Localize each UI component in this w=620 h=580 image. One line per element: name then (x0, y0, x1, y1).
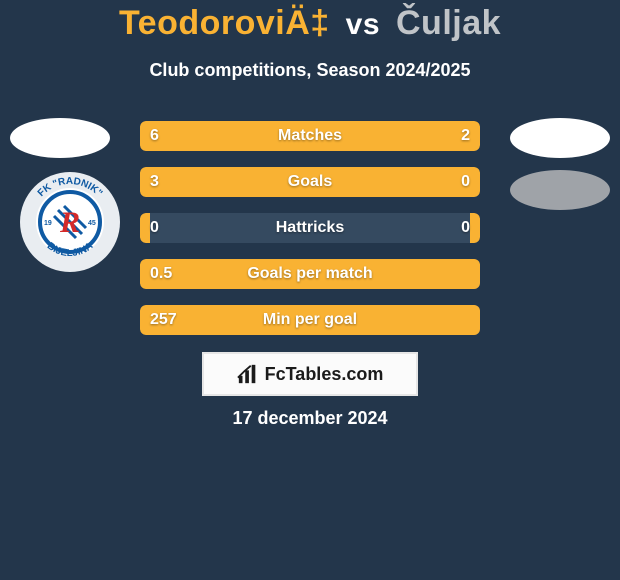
stat-value-left: 257 (140, 305, 187, 335)
stat-value-right: 0 (451, 167, 480, 197)
title-vs: vs (346, 8, 380, 41)
subtitle: Club competitions, Season 2024/2025 (0, 60, 620, 81)
crest-year-right: 45 (88, 220, 96, 227)
crest-year-left: 19 (44, 220, 52, 227)
date: 17 december 2024 (0, 408, 620, 429)
stat-value-left: 6 (140, 121, 169, 151)
stat-value-left: 3 (140, 167, 169, 197)
stat-label: Hattricks (140, 213, 480, 243)
stat-row: Goals per match0.5 (140, 259, 480, 289)
bar-chart-icon (237, 363, 259, 385)
player-2-avatar (510, 118, 610, 158)
stat-value-right (460, 305, 480, 335)
stat-value-left: 0.5 (140, 259, 182, 289)
player-2-club-badge (510, 170, 610, 210)
branding-text: FcTables.com (265, 364, 384, 385)
stat-value-right (460, 259, 480, 289)
stat-row: Min per goal257 (140, 305, 480, 335)
page-title: TeodoroviÄ‡ vs Čuljak (0, 4, 620, 43)
title-player-2: Čuljak (396, 4, 501, 42)
stat-row: Goals3 0 (140, 167, 480, 197)
stat-value-right: 0 (451, 213, 480, 243)
stat-row: Hattricks0 0 (140, 213, 480, 243)
player-1-club-crest: FK "RADNIK" BIJELJINA 19 45 R (18, 170, 122, 274)
crest-letter: R (59, 206, 80, 239)
stat-label: Min per goal (140, 305, 480, 335)
stat-label: Matches (140, 121, 480, 151)
player-1-avatar (10, 118, 110, 158)
stat-value-left: 0 (140, 213, 169, 243)
stat-label: Goals (140, 167, 480, 197)
stat-row: Matches6 2 (140, 121, 480, 151)
title-player-1: TeodoroviÄ‡ (119, 4, 330, 42)
comparison-chart: Matches62Goals30Hattricks00Goals per mat… (140, 121, 480, 351)
stat-value-right: 2 (451, 121, 480, 151)
stat-label: Goals per match (140, 259, 480, 289)
branding: FcTables.com (202, 352, 418, 396)
